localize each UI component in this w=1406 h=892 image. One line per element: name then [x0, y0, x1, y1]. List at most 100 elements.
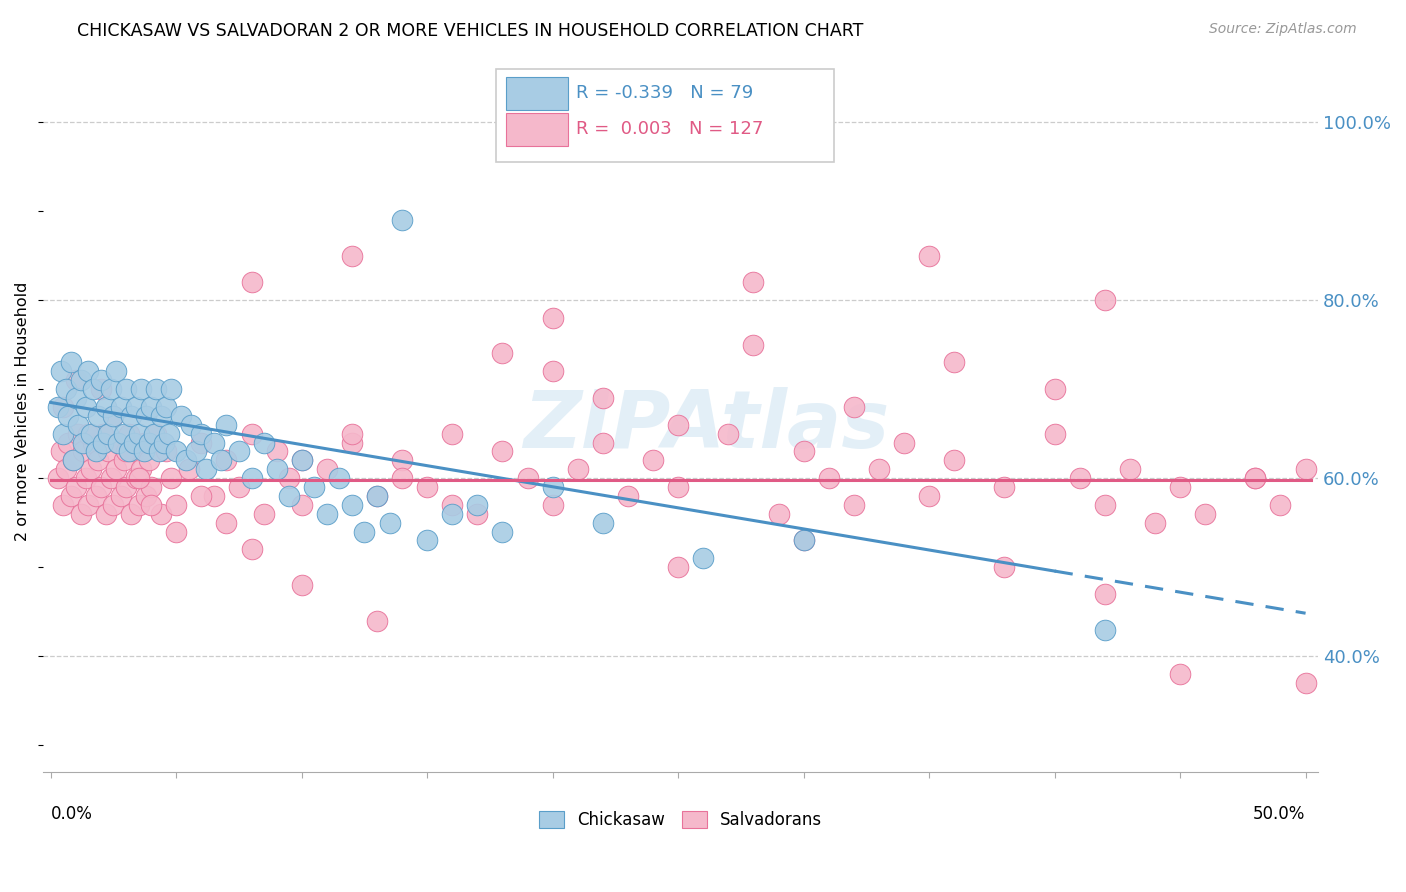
Point — [128, 498, 150, 512]
Point — [1168, 480, 1191, 494]
Point — [315, 507, 337, 521]
Point — [278, 489, 301, 503]
Point — [138, 435, 160, 450]
Point — [1143, 516, 1166, 530]
Point — [90, 373, 112, 387]
Point — [202, 489, 225, 503]
Point — [416, 480, 439, 494]
Point — [132, 435, 155, 450]
Point — [80, 426, 103, 441]
Point — [240, 471, 263, 485]
Point — [139, 400, 162, 414]
Point — [90, 382, 112, 396]
Point — [69, 507, 91, 521]
Point — [112, 453, 135, 467]
Point — [115, 444, 138, 458]
Point — [129, 462, 152, 476]
Point — [340, 498, 363, 512]
Point — [103, 409, 125, 423]
Point — [666, 480, 689, 494]
Point — [467, 507, 489, 521]
Point — [918, 489, 941, 503]
Point — [441, 498, 464, 512]
Point — [340, 248, 363, 262]
Point — [195, 462, 218, 476]
Point — [918, 248, 941, 262]
Point — [160, 382, 183, 396]
Point — [90, 480, 112, 494]
Text: R =  0.003   N = 127: R = 0.003 N = 127 — [576, 120, 763, 137]
Point — [100, 471, 122, 485]
Text: Source: ZipAtlas.com: Source: ZipAtlas.com — [1209, 22, 1357, 37]
Point — [77, 498, 100, 512]
FancyBboxPatch shape — [496, 69, 834, 162]
Point — [103, 498, 125, 512]
Point — [366, 489, 388, 503]
Point — [391, 453, 413, 467]
Legend: Chickasaw, Salvadorans: Chickasaw, Salvadorans — [533, 805, 830, 836]
Point — [215, 417, 238, 432]
Point — [139, 480, 162, 494]
Point — [152, 435, 174, 450]
Point — [1069, 471, 1091, 485]
Point — [541, 364, 564, 378]
Point — [94, 507, 117, 521]
Point — [177, 462, 200, 476]
Point — [353, 524, 375, 539]
Point — [340, 426, 363, 441]
Point — [541, 310, 564, 325]
Point — [391, 213, 413, 227]
Point — [228, 444, 250, 458]
Point — [49, 444, 72, 458]
FancyBboxPatch shape — [506, 77, 568, 110]
Point — [1168, 667, 1191, 681]
Point — [1270, 498, 1292, 512]
Point — [160, 471, 183, 485]
Point — [215, 516, 238, 530]
Point — [266, 462, 288, 476]
Point — [567, 462, 589, 476]
Point — [52, 400, 75, 414]
Point — [240, 275, 263, 289]
Point — [52, 498, 75, 512]
Point — [666, 417, 689, 432]
Point — [1119, 462, 1142, 476]
Point — [165, 524, 187, 539]
Point — [112, 426, 135, 441]
Point — [491, 524, 513, 539]
Point — [378, 516, 401, 530]
Point — [155, 444, 177, 458]
Point — [55, 462, 77, 476]
Point — [120, 507, 142, 521]
Point — [467, 498, 489, 512]
Point — [717, 426, 740, 441]
Point — [253, 507, 276, 521]
Point — [416, 533, 439, 548]
Point — [768, 507, 790, 521]
Point — [278, 471, 301, 485]
Point — [46, 400, 69, 414]
Point — [157, 426, 180, 441]
Point — [150, 507, 173, 521]
Point — [1194, 507, 1216, 521]
Text: CHICKASAW VS SALVADORAN 2 OR MORE VEHICLES IN HOUSEHOLD CORRELATION CHART: CHICKASAW VS SALVADORAN 2 OR MORE VEHICL… — [77, 22, 863, 40]
Point — [94, 400, 117, 414]
Point — [793, 444, 815, 458]
Point — [209, 453, 232, 467]
Point — [842, 498, 865, 512]
Point — [104, 462, 127, 476]
Point — [742, 275, 765, 289]
Point — [491, 444, 513, 458]
Text: R = -0.339   N = 79: R = -0.339 N = 79 — [576, 84, 754, 102]
Point — [62, 453, 84, 467]
Point — [138, 453, 160, 467]
Point — [592, 391, 614, 405]
Point — [122, 435, 145, 450]
Point — [145, 382, 167, 396]
Point — [1094, 623, 1116, 637]
Point — [155, 400, 177, 414]
Point — [49, 364, 72, 378]
Point — [132, 444, 155, 458]
Point — [122, 444, 145, 458]
Point — [842, 400, 865, 414]
